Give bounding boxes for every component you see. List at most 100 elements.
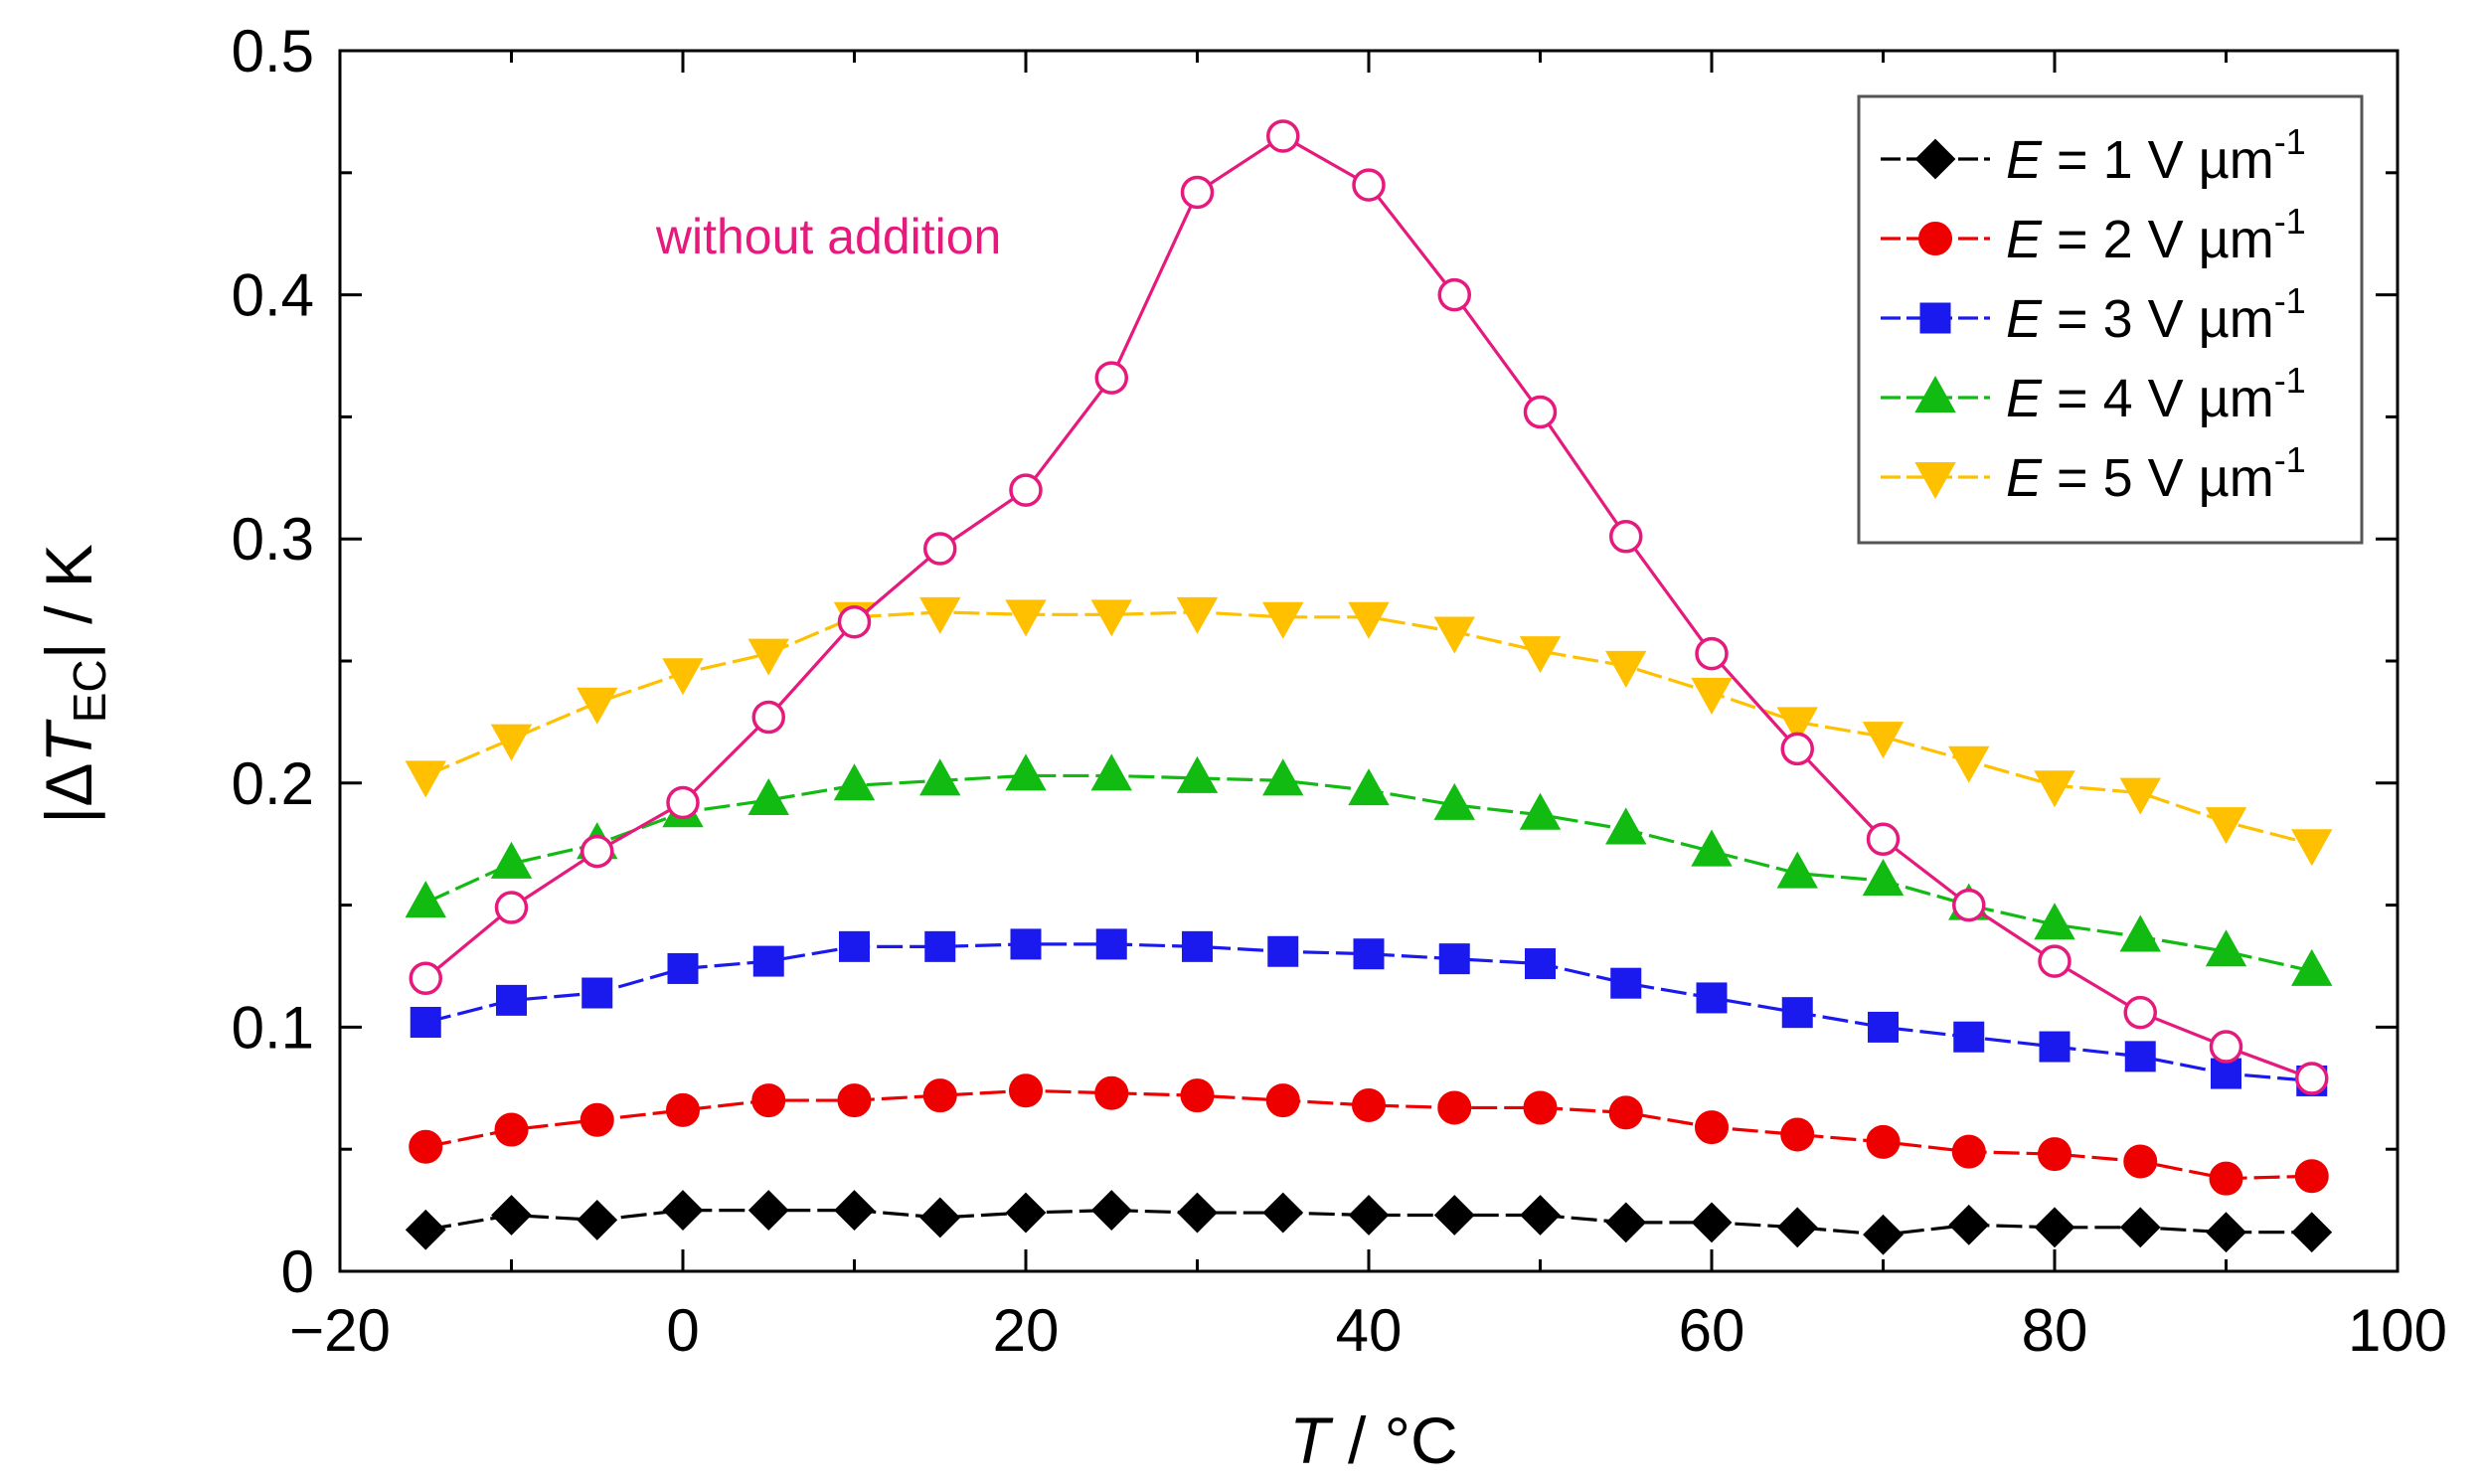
data-point xyxy=(580,1102,614,1137)
data-point xyxy=(2034,1207,2075,1248)
x-tick-label: 20 xyxy=(993,1297,1060,1364)
x-tick-label: 80 xyxy=(2022,1297,2088,1364)
data-point xyxy=(1862,722,1905,759)
data-point xyxy=(2034,903,2075,940)
legend-marker xyxy=(1918,222,1952,255)
data-point xyxy=(496,984,527,1016)
data-point xyxy=(405,760,446,798)
x-axis-title-symbol: T xyxy=(1289,1403,1334,1477)
y-tick-label: 0 xyxy=(281,1238,314,1305)
y-tick-label: 0.1 xyxy=(232,994,314,1061)
data-point xyxy=(839,930,870,962)
data-point xyxy=(747,1190,789,1232)
data-point xyxy=(490,841,533,879)
data-point xyxy=(1095,928,1127,960)
legend-item: E = 1 V µm-1 xyxy=(1881,121,2306,190)
y-axis-title-symbol: T xyxy=(32,719,105,763)
data-point xyxy=(1696,982,1728,1014)
legend-marker xyxy=(1914,462,1956,500)
series-1 xyxy=(405,1190,2333,1255)
data-point xyxy=(409,961,442,996)
legend-item: E = 5 V µm-1 xyxy=(1881,439,2306,508)
x-tick-label: 0 xyxy=(666,1297,699,1364)
data-point xyxy=(1610,967,1642,999)
data-point xyxy=(1094,1075,1129,1110)
data-point xyxy=(1952,888,1986,922)
data-point xyxy=(924,930,956,962)
data-point xyxy=(833,763,876,801)
data-point xyxy=(409,1129,443,1164)
data-point xyxy=(2124,1041,2156,1072)
data-point xyxy=(751,700,785,735)
data-point xyxy=(922,1078,957,1113)
data-point xyxy=(1352,168,1386,202)
data-point xyxy=(751,1083,786,1118)
data-point xyxy=(1094,361,1128,395)
data-point xyxy=(1005,1192,1047,1234)
legend-label: E = 1 V µm-1 xyxy=(2006,121,2306,190)
data-point xyxy=(2205,807,2247,845)
data-point xyxy=(919,596,961,634)
data-point xyxy=(1180,175,1215,210)
series-6 xyxy=(409,119,2329,1095)
data-point xyxy=(2295,1062,2329,1095)
data-point xyxy=(1090,599,1132,637)
legend-label-value: = 3 V µm xyxy=(2042,289,2274,349)
data-point xyxy=(1009,473,1043,507)
data-point xyxy=(1691,829,1733,867)
series-3 xyxy=(410,928,2328,1096)
data-point xyxy=(752,945,784,977)
data-point xyxy=(1523,1090,1558,1125)
data-point xyxy=(577,1200,618,1240)
data-point xyxy=(2119,777,2161,815)
data-point xyxy=(1781,997,1813,1029)
legend-marker xyxy=(1919,302,1951,334)
x-tick-label: 100 xyxy=(2348,1297,2447,1364)
data-point xyxy=(1605,650,1647,688)
data-point xyxy=(1180,1078,1215,1113)
annotation-label: without addition xyxy=(655,209,1001,264)
series-layer xyxy=(405,119,2333,1255)
data-point xyxy=(1951,1134,1986,1169)
data-point xyxy=(1433,1195,1475,1236)
data-point xyxy=(1437,1090,1472,1125)
data-point xyxy=(1348,601,1390,639)
data-point xyxy=(662,658,704,696)
data-point xyxy=(1691,1202,1733,1243)
data-point xyxy=(1438,943,1470,975)
data-point xyxy=(2291,1212,2333,1253)
data-point xyxy=(662,1190,704,1232)
data-point xyxy=(1948,1204,1990,1245)
data-point xyxy=(1866,822,1901,857)
data-point xyxy=(1691,677,1733,715)
data-point xyxy=(1433,616,1475,654)
data-point xyxy=(2038,944,2072,978)
data-point xyxy=(1695,636,1729,671)
data-point xyxy=(1520,1195,1561,1236)
data-point xyxy=(837,1083,872,1118)
data-point xyxy=(666,1092,700,1127)
data-point xyxy=(1005,753,1047,791)
data-point xyxy=(1266,119,1300,153)
legend-label-sup: -1 xyxy=(2274,201,2306,242)
data-point xyxy=(1862,858,1905,897)
data-point xyxy=(2119,1207,2161,1248)
legend-label: E = 3 V µm-1 xyxy=(2006,280,2306,349)
data-point xyxy=(1177,1192,1218,1234)
data-point xyxy=(1348,768,1390,806)
data-point xyxy=(2034,770,2075,808)
series-line xyxy=(424,1208,2312,1237)
legend-label-var: E xyxy=(2006,448,2043,508)
data-point xyxy=(494,891,529,924)
y-tick-label: 0.5 xyxy=(232,18,314,84)
data-point xyxy=(1776,851,1818,889)
legend-label-value: = 4 V µm xyxy=(2042,369,2274,428)
data-point xyxy=(923,532,957,566)
data-point xyxy=(2209,1161,2243,1196)
data-point xyxy=(2209,1030,2243,1064)
legend-item: E = 3 V µm-1 xyxy=(1881,280,2306,349)
y-axis: 0 0.1 0.2 0.3 0.4 0.5 xyxy=(232,18,2398,1305)
data-point xyxy=(1695,1110,1729,1145)
x-tick-label: 40 xyxy=(1336,1297,1403,1364)
